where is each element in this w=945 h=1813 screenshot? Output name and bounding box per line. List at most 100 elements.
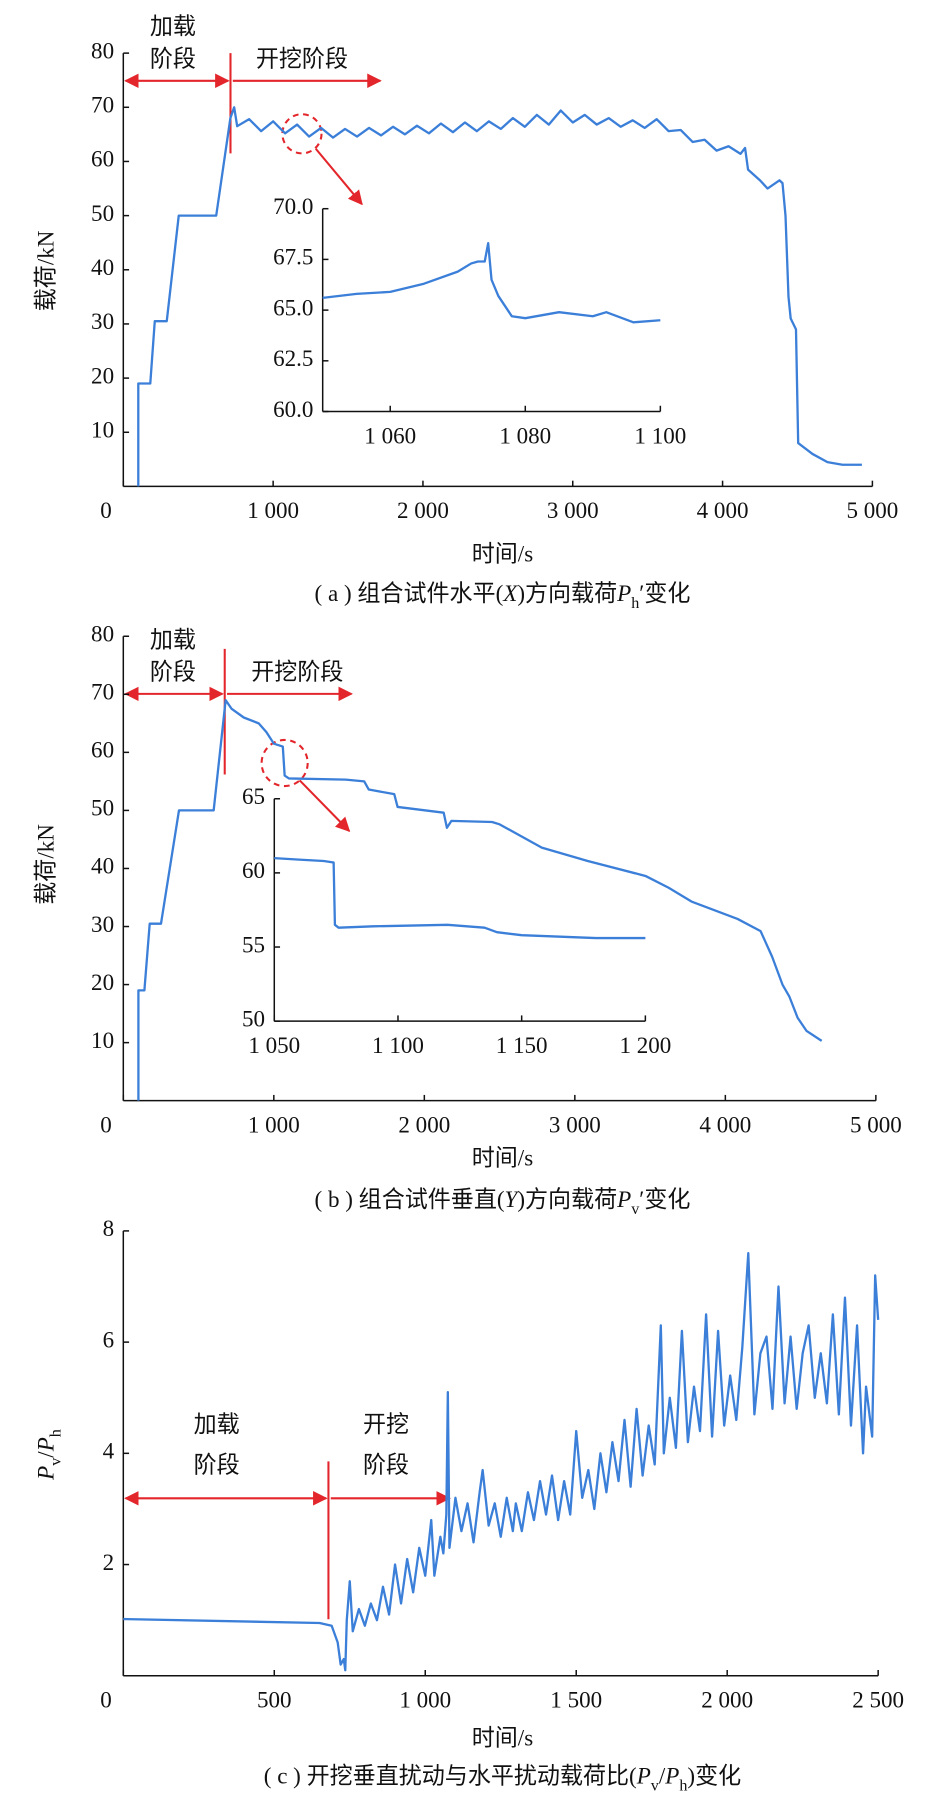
text-run: P [664, 1763, 679, 1789]
y-tick-label: 55 [242, 931, 265, 957]
y-tick-label: 40 [91, 254, 114, 280]
data-line [274, 856, 646, 940]
x-tick-label: 1 000 [248, 1111, 300, 1137]
data-line [137, 698, 823, 1101]
x-tick-label: 4 000 [699, 1111, 751, 1137]
data-line [322, 242, 661, 324]
y-tick-label: 50 [242, 1005, 265, 1031]
y-tick-label: 60 [91, 146, 114, 172]
text-run: ( a ) 组合试件水平( [315, 580, 504, 606]
text-run: 载荷/kN [33, 230, 59, 311]
x-tick-label: 5 000 [850, 1111, 902, 1137]
y-tick-label: 6 [103, 1326, 115, 1352]
x-tick-label: 1 500 [550, 1687, 602, 1713]
x-tick-label: 2 000 [701, 1687, 753, 1713]
text-run: ′ [639, 580, 644, 606]
x-axis-label: 时间/s [472, 1145, 533, 1171]
text-run: 变化 [644, 1186, 690, 1212]
y-tick-label: 20 [91, 969, 114, 995]
text-run: 时间/s [472, 1145, 533, 1171]
data-line [123, 1252, 880, 1672]
x-tick-label: 1 000 [247, 497, 299, 523]
caption: ( a ) 组合试件水平(X)方向载荷Ph′变化 [315, 580, 691, 612]
text-run: )方向载荷 [517, 1186, 617, 1212]
zoom-circle [260, 738, 309, 788]
text-run: v [651, 1778, 660, 1795]
zoom-pointer [314, 148, 363, 206]
text-run: 时间/s [472, 541, 533, 567]
text-run: P [616, 1186, 631, 1212]
y-tick-label: 30 [91, 308, 114, 334]
y-tick-label: 30 [91, 911, 114, 937]
y-tick-label: 60 [242, 857, 265, 883]
x-tick-label: 4 000 [697, 497, 749, 523]
data-line [137, 106, 862, 487]
text-run: 变化 [644, 580, 690, 606]
text-run: )变化 [687, 1763, 741, 1789]
stage-label: 加载 [194, 1411, 240, 1437]
text-run: / [659, 1763, 666, 1789]
x-axis-label: 时间/s [472, 1725, 533, 1751]
stage-label: 加载 [150, 13, 196, 39]
text-run: 载荷/kN [33, 824, 59, 905]
text-run: P [33, 1466, 59, 1481]
x-axis-label: 时间/s [472, 541, 533, 567]
y-tick-label: 4 [103, 1438, 115, 1464]
text-run: h [679, 1778, 687, 1795]
text-run: P [33, 1437, 59, 1452]
y-axis-label: 载荷/kN [33, 230, 59, 311]
text-run: Y [505, 1186, 520, 1212]
y-axis-label: Pv/Ph [33, 1429, 65, 1481]
x-tick-label: 2 000 [397, 497, 449, 523]
text-run: P [636, 1763, 651, 1789]
text-run: X [502, 580, 518, 606]
y-tick-label: 2 [103, 1549, 115, 1575]
x-tick-label: 1 150 [496, 1032, 548, 1058]
x-tick-label: 0 [100, 497, 112, 523]
y-tick-label: 50 [91, 200, 114, 226]
text-run: h [631, 595, 639, 612]
y-tick-label: 50 [91, 795, 114, 821]
text-run: v [631, 1201, 640, 1218]
x-tick-label: 0 [100, 1111, 112, 1137]
text-run: P [616, 580, 631, 606]
y-tick-label: 60 [91, 737, 114, 763]
text-run: )方向载荷 [517, 580, 617, 606]
stage-label: 开挖阶段 [256, 45, 348, 71]
y-tick-label: 40 [91, 853, 114, 879]
text-run: ′ [639, 1186, 644, 1212]
stage-label: 阶段 [150, 45, 196, 71]
text-run: / [33, 1451, 59, 1458]
y-tick-label: 80 [91, 621, 114, 647]
x-tick-label: 1 060 [364, 422, 416, 448]
x-tick-label: 3 000 [549, 1111, 601, 1137]
y-tick-label: 65.0 [273, 294, 313, 320]
y-tick-label: 10 [91, 417, 114, 443]
x-tick-label: 2 500 [852, 1687, 904, 1713]
y-tick-label: 80 [91, 37, 114, 63]
text-run: v [48, 1457, 65, 1466]
x-tick-label: 1 000 [399, 1687, 451, 1713]
caption: ( c ) 开挖垂直扰动与水平扰动载荷比(Pv/Ph)变化 [264, 1763, 741, 1795]
y-tick-label: 70.0 [273, 193, 313, 219]
stage-label: 阶段 [363, 1451, 409, 1477]
text-run: h [48, 1429, 65, 1437]
text-run: ( c ) 开挖垂直扰动与水平扰动载荷比( [264, 1763, 637, 1789]
x-tick-label: 0 [100, 1687, 112, 1713]
x-tick-label: 3 000 [547, 497, 599, 523]
y-tick-label: 67.5 [273, 244, 313, 270]
x-tick-label: 5 000 [846, 497, 898, 523]
stage-label: 开挖 [363, 1411, 409, 1437]
text-run: 时间/s [472, 1725, 533, 1751]
stage-label: 阶段 [194, 1451, 240, 1477]
y-tick-label: 65 [242, 783, 265, 809]
x-tick-label: 1 100 [372, 1032, 424, 1058]
zoom-pointer [298, 779, 351, 833]
x-tick-label: 1 050 [248, 1032, 300, 1058]
caption: ( b ) 组合试件垂直(Y)方向载荷Pv′变化 [315, 1186, 691, 1218]
x-tick-label: 1 200 [619, 1032, 671, 1058]
x-tick-label: 1 080 [499, 422, 551, 448]
y-tick-label: 10 [91, 1027, 114, 1053]
stage-label: 开挖阶段 [251, 659, 343, 685]
